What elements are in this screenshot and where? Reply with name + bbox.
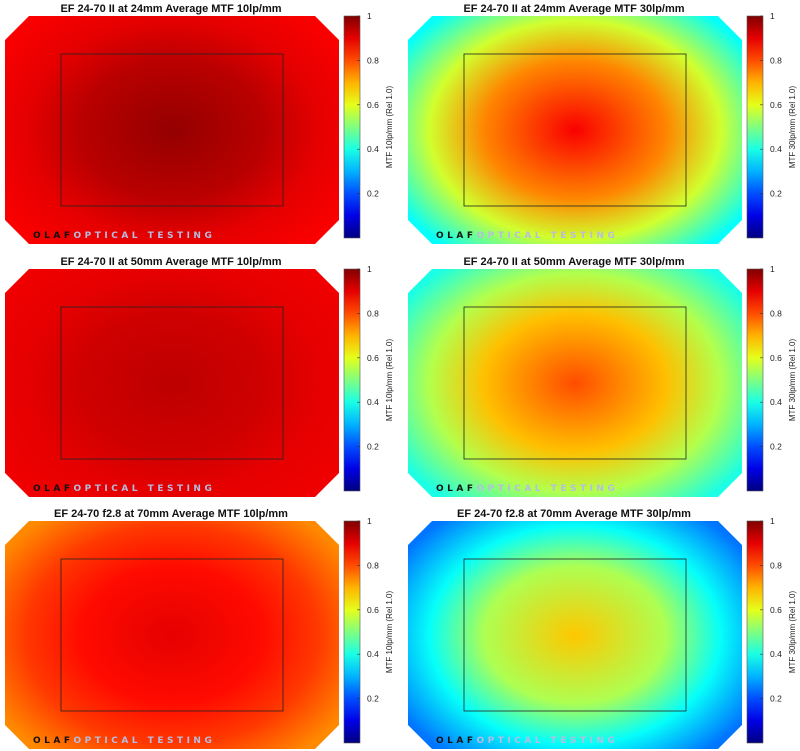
colorbar-tick-label: 0.2 (367, 694, 379, 704)
colorbar-tick-label: 0.8 (770, 55, 782, 65)
mtf-panel-1: EF 24-70 II at 24mm Average MTF 10lp/mm O… (5, 3, 394, 244)
watermark-optical-testing: OPTICAL TESTING (74, 484, 216, 494)
colorbar-tick-label: 1 (770, 264, 775, 274)
colorbar (746, 15, 764, 239)
olaf-watermark: OLAFOPTICAL TESTING (436, 736, 618, 746)
colorbar-tick-label: 0.4 (367, 144, 379, 154)
mtf-heatmap (408, 269, 742, 497)
watermark-optical-testing: OPTICAL TESTING (477, 484, 619, 494)
colorbar-tick-label: 0.6 (770, 353, 782, 363)
colorbar-tick-label: 0.8 (770, 308, 782, 318)
colorbar-tick-label: 0.6 (770, 100, 782, 110)
olaf-watermark: OLAFOPTICAL TESTING (436, 484, 618, 494)
chart-title: EF 24-70 II at 50mm Average MTF 30lp/mm (463, 256, 684, 268)
colorbar-tick-label: 0.2 (770, 694, 782, 704)
mtf-heatmap (5, 16, 339, 244)
colorbar (343, 268, 361, 492)
chart-title: EF 24-70 f2.8 at 70mm Average MTF 30lp/m… (457, 508, 691, 520)
colorbar-tick-label: 0.2 (367, 442, 379, 452)
sensor-frame (60, 558, 284, 712)
mtf-panel-4: EF 24-70 II at 50mm Average MTF 30lp/mm O… (408, 256, 797, 497)
watermark-olaf: OLAF (33, 231, 74, 241)
sensor-frame (60, 53, 284, 207)
colorbar-tick-label: 1 (770, 11, 775, 21)
olaf-watermark: OLAFOPTICAL TESTING (33, 231, 215, 241)
colorbar (343, 520, 361, 744)
colorbar-label: MTF 30lp/mm (Rel 1.0) (788, 86, 797, 169)
watermark-olaf: OLAF (33, 484, 74, 494)
colorbar-label: MTF 30lp/mm (Rel 1.0) (788, 339, 797, 422)
chart-title: EF 24-70 II at 24mm Average MTF 10lp/mm (60, 3, 281, 15)
colorbar-tick-label: 1 (367, 11, 372, 21)
colorbar-tick-label: 0.6 (367, 353, 379, 363)
colorbar-tick-label: 1 (367, 516, 372, 526)
mtf-panel-2: EF 24-70 II at 24mm Average MTF 30lp/mm O… (408, 3, 797, 244)
watermark-olaf: OLAF (436, 736, 477, 746)
watermark-olaf: OLAF (436, 484, 477, 494)
chart-title: EF 24-70 II at 24mm Average MTF 30lp/mm (463, 3, 684, 15)
watermark-olaf: OLAF (33, 736, 74, 746)
colorbar-tick-label: 0.8 (367, 55, 379, 65)
sensor-frame (463, 306, 687, 460)
colorbar-tick-label: 1 (770, 516, 775, 526)
colorbar-tick-label: 0.6 (367, 100, 379, 110)
colorbar (343, 15, 361, 239)
olaf-watermark: OLAFOPTICAL TESTING (33, 484, 215, 494)
watermark-olaf: OLAF (436, 231, 477, 241)
colorbar (746, 520, 764, 744)
colorbar-tick-label: 1 (367, 264, 372, 274)
watermark-optical-testing: OPTICAL TESTING (74, 231, 216, 241)
colorbar-tick-label: 0.4 (367, 649, 379, 659)
mtf-panel-3: EF 24-70 II at 50mm Average MTF 10lp/mm O… (5, 256, 394, 497)
colorbar-tick-label: 0.6 (367, 605, 379, 615)
watermark-optical-testing: OPTICAL TESTING (477, 231, 619, 241)
colorbar-tick-label: 0.4 (770, 144, 782, 154)
mtf-heatmap (408, 521, 742, 749)
colorbar-tick-label: 0.2 (770, 442, 782, 452)
colorbar-tick-label: 0.8 (367, 308, 379, 318)
colorbar-label: MTF 30lp/mm (Rel 1.0) (788, 591, 797, 674)
watermark-optical-testing: OPTICAL TESTING (74, 736, 216, 746)
mtf-heatmap (5, 521, 339, 749)
colorbar (746, 268, 764, 492)
sensor-frame (60, 306, 284, 460)
mtf-panel-5: EF 24-70 f2.8 at 70mm Average MTF 10lp/m… (5, 508, 394, 749)
mtf-heatmap (5, 269, 339, 497)
watermark-optical-testing: OPTICAL TESTING (477, 736, 619, 746)
mtf-heatmap (408, 16, 742, 244)
colorbar-label: MTF 10lp/mm (Rel 1.0) (385, 591, 394, 674)
colorbar-tick-label: 0.2 (770, 189, 782, 199)
colorbar-tick-label: 0.4 (770, 397, 782, 407)
sensor-frame (463, 558, 687, 712)
olaf-watermark: OLAFOPTICAL TESTING (436, 231, 618, 241)
colorbar-tick-label: 0.8 (367, 560, 379, 570)
colorbar-label: MTF 10lp/mm (Rel 1.0) (385, 339, 394, 422)
olaf-watermark: OLAFOPTICAL TESTING (33, 736, 215, 746)
colorbar-tick-label: 0.4 (367, 397, 379, 407)
chart-title: EF 24-70 II at 50mm Average MTF 10lp/mm (60, 256, 281, 268)
colorbar-tick-label: 0.8 (770, 560, 782, 570)
chart-title: EF 24-70 f2.8 at 70mm Average MTF 10lp/m… (54, 508, 288, 520)
colorbar-label: MTF 10lp/mm (Rel 1.0) (385, 86, 394, 169)
colorbar-tick-label: 0.2 (367, 189, 379, 199)
colorbar-tick-label: 0.6 (770, 605, 782, 615)
sensor-frame (463, 53, 687, 207)
colorbar-tick-label: 0.4 (770, 649, 782, 659)
mtf-panel-6: EF 24-70 f2.8 at 70mm Average MTF 30lp/m… (408, 508, 797, 749)
